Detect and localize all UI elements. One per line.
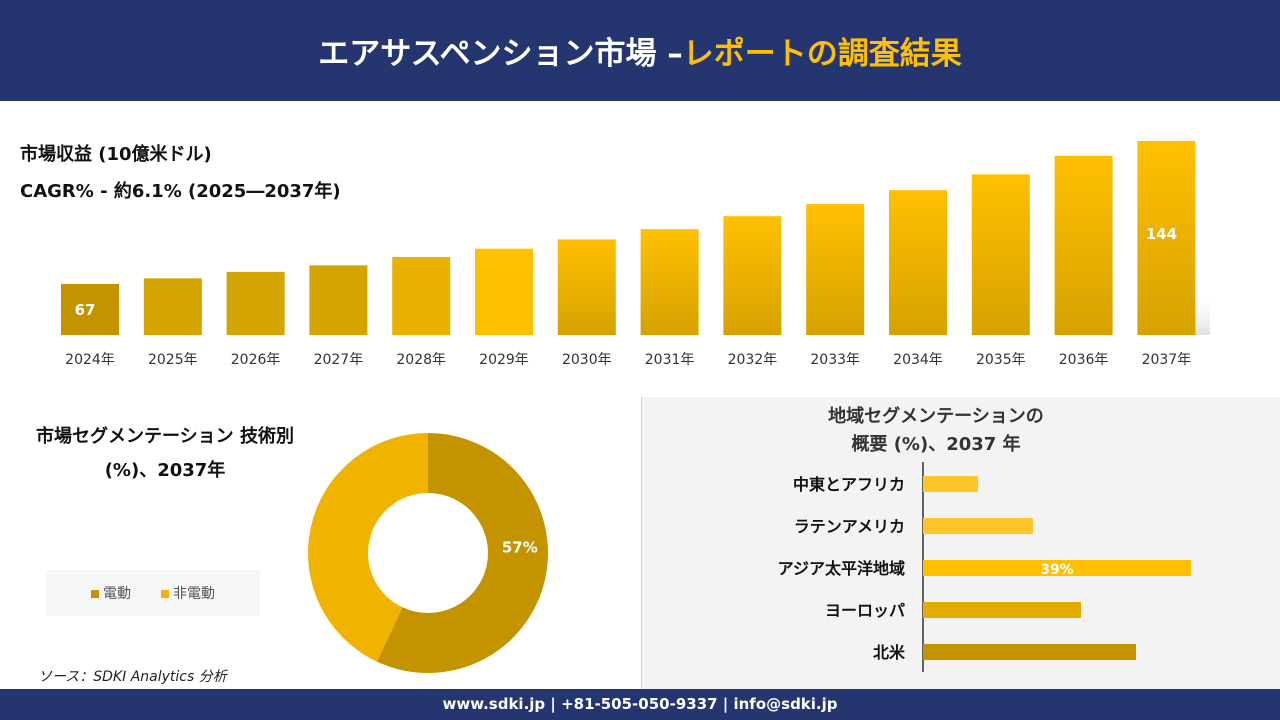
bar-2031年 [640, 229, 699, 335]
title-accent: レポートの調査結果 [682, 36, 962, 72]
donut-label: 57% [502, 539, 538, 557]
bar-2035年 [971, 174, 1030, 335]
tech-segment-title: 市場セグメンテーション 技術別 (%)、2037年 [36, 426, 294, 481]
data-label: 39% [1040, 562, 1074, 578]
bar-4 [923, 644, 1136, 660]
region-panel: 地域セグメンテーションの 概要 (%)、2037 年 中東とアフリカ ラテンアメリカ… [641, 397, 1280, 689]
x-tick-label: 2032年 [728, 352, 778, 368]
data-label: 144 [1146, 225, 1177, 243]
x-tick-label: 2031年 [645, 352, 695, 368]
region-title: 地域セグメンテーションの 概要 (%)、2037 年 [828, 406, 1044, 455]
bar-1 [923, 518, 1033, 534]
x-tick-label: 2036年 [1059, 352, 1109, 368]
bar-2032年 [723, 216, 782, 335]
x-tick-label: 2037年 [1142, 352, 1192, 368]
category-label: ヨーロッパ [825, 601, 905, 620]
revenue-bar-chart: 2024年 67 2025年 2026年 2027年 2028年 2029年 2030年 203… [61, 140, 1210, 368]
cagr-text: CAGR% - 約6.1% (2025―2037年) [20, 181, 341, 202]
bar-2024年 [61, 283, 119, 335]
donut-slice-electric [376, 433, 548, 673]
category-label: アジア太平洋地域 [778, 559, 905, 578]
x-tick-label: 2030年 [562, 352, 612, 368]
bar-0 [923, 476, 978, 492]
x-tick-label: 2034年 [893, 352, 943, 368]
x-tick-label: 2025年 [148, 352, 198, 368]
x-tick-label: 2026年 [231, 352, 281, 368]
legend-item-non-electric: 非電動 [161, 583, 215, 603]
bar-2034年 [889, 190, 947, 335]
bar-3 [923, 602, 1082, 618]
donut-slice-non-electric [308, 433, 428, 662]
donut-legend: 電動 非電動 [46, 570, 260, 616]
bar-2029年 [475, 248, 533, 335]
revenue-title: 市場収益 (10億米ドル) [20, 144, 212, 165]
legend-item-electric: 電動 [91, 583, 131, 603]
x-tick-label: 2024年 [65, 352, 115, 368]
bar-2033年 [806, 204, 865, 335]
category-label: 中東とアフリカ [793, 475, 905, 494]
bar-2025年 [143, 278, 202, 335]
category-label: 北米 [873, 643, 906, 662]
x-tick-label: 2033年 [810, 352, 860, 368]
x-tick-label: 2028年 [396, 352, 446, 368]
bar-2037年 [1137, 140, 1196, 335]
bar-2036年 [1054, 155, 1113, 335]
category-label: ラテンアメリカ [794, 517, 905, 536]
x-tick-label: 2029年 [479, 352, 529, 368]
footer-contact: www.sdki.jp | +81-505-050-9337 | info@sd… [0, 689, 1280, 720]
bar-2030年 [557, 239, 616, 335]
bar-2028年 [392, 257, 451, 335]
header-banner: エアサスペンション市場 – レポートの調査結果 [0, 0, 1280, 101]
bar-2026年 [226, 271, 285, 335]
bar-2027年 [309, 265, 368, 335]
source-note: ソース：SDKI Analytics 分析 [38, 669, 227, 685]
data-label: 67 [75, 301, 96, 319]
bar-2 [923, 560, 1191, 576]
x-tick-label: 2035年 [976, 352, 1026, 368]
title-main: エアサスペンション市場 – [318, 36, 683, 72]
tech-donut-chart: 57% [308, 433, 548, 673]
x-tick-label: 2027年 [314, 352, 364, 368]
